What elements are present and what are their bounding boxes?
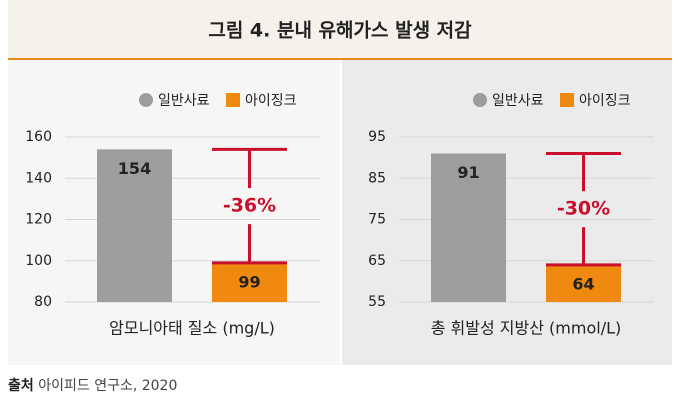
source: 출처 아이피드 연구소, 2020 <box>8 377 177 394</box>
x-axis-label: 암모니아태 질소 (mg/L) <box>109 319 275 338</box>
y-tick-label: 65 <box>368 253 386 269</box>
y-tick-label: 120 <box>25 212 52 228</box>
y-tick-label: 55 <box>368 294 386 310</box>
y-tick-label: 75 <box>368 212 386 228</box>
y-tick-label: 100 <box>25 253 52 269</box>
value-label: 64 <box>572 274 594 293</box>
y-tick-label: 160 <box>25 129 52 145</box>
annotation: -30% <box>557 198 610 220</box>
y-tick-label: 80 <box>34 294 52 310</box>
y-tick-label: 85 <box>368 170 386 186</box>
bar <box>431 153 506 302</box>
value-label: 99 <box>238 272 260 291</box>
x-axis-label: 총 휘발성 지방산 (mmol/L) <box>431 319 622 338</box>
source-text: 아이피드 연구소, 2020 <box>38 378 177 394</box>
page-title: 그림 4. 분내 유해가스 발생 저감 <box>208 20 472 42</box>
reduction-bracket <box>212 147 287 265</box>
header-band <box>8 0 672 58</box>
value-label: 154 <box>118 159 151 178</box>
annotation: -36% <box>223 195 276 217</box>
bar <box>97 149 172 302</box>
legend-label: 아이징크 <box>579 93 631 109</box>
value-label: 91 <box>457 163 479 182</box>
panel <box>342 60 672 365</box>
bar <box>546 264 621 302</box>
legend-swatch <box>139 93 153 107</box>
legend-swatch <box>560 93 574 107</box>
source-label: 출처 <box>8 377 34 394</box>
legend-swatch <box>226 93 240 107</box>
panel <box>8 60 340 365</box>
reduction-bracket <box>546 152 621 267</box>
bar <box>212 262 287 302</box>
legend-label: 일반사료 <box>158 93 210 109</box>
y-tick-label: 95 <box>368 129 386 145</box>
legend-label: 일반사료 <box>492 93 544 109</box>
y-tick-label: 140 <box>25 170 52 186</box>
legend-swatch <box>473 93 487 107</box>
legend-label: 아이징크 <box>245 93 297 109</box>
